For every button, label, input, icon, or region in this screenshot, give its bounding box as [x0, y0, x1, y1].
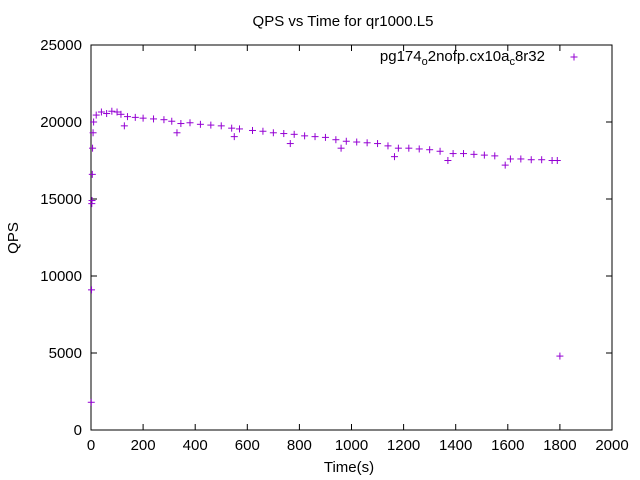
x-tick-label: 800 — [287, 437, 312, 454]
x-axis-ticks: 0 200 400 600 800 1000 1200 1400 1600 1800 2000 — [87, 45, 629, 454]
legend: pg174o2nofp.cx10ac8r32 — [380, 48, 578, 68]
x-axis-label: Time(s) — [324, 459, 374, 476]
data-point — [113, 108, 121, 116]
data-point — [460, 150, 468, 158]
y-axis-label: QPS — [5, 222, 22, 254]
data-point — [384, 142, 392, 150]
data-point — [88, 286, 96, 294]
data-point — [160, 116, 168, 124]
data-point — [89, 144, 97, 152]
data-point — [517, 155, 525, 163]
y-tick-label: 15000 — [40, 191, 82, 208]
data-point — [196, 120, 204, 128]
data-point — [470, 150, 478, 158]
data-point — [217, 122, 225, 130]
data-point — [449, 150, 457, 158]
data-point — [332, 136, 340, 144]
data-point — [235, 125, 243, 133]
y-tick-label: 10000 — [40, 268, 82, 285]
chart-title: QPS vs Time for qr1000.L5 — [253, 13, 434, 30]
data-point — [301, 132, 309, 140]
x-tick-label: 1000 — [335, 437, 368, 454]
data-point — [394, 144, 402, 152]
x-tick-label: 1600 — [491, 437, 524, 454]
plot-frame — [90, 44, 613, 431]
legend-label: pg174o2nofp.cx10ac8r32 — [380, 48, 545, 68]
data-point — [553, 157, 561, 164]
data-point — [103, 110, 111, 118]
data-point — [88, 170, 96, 178]
data-point — [311, 133, 319, 141]
data-point — [173, 129, 181, 137]
data-point — [168, 117, 176, 125]
data-point — [230, 133, 238, 141]
x-tick-label: 0 — [87, 437, 95, 454]
data-point — [363, 139, 371, 147]
x-tick-label: 1400 — [439, 437, 472, 454]
x-tick-label: 1200 — [387, 437, 420, 454]
data-point — [120, 122, 128, 130]
data-point — [415, 145, 423, 153]
data-point — [88, 197, 96, 205]
data-point — [390, 153, 398, 161]
data-point — [506, 155, 514, 163]
data-point — [290, 130, 298, 138]
data-point — [491, 152, 499, 160]
y-tick-label: 5000 — [49, 345, 82, 362]
legend-plus-marker — [570, 53, 578, 61]
data-point — [139, 114, 147, 122]
data-point — [405, 144, 413, 152]
x-tick-label: 200 — [131, 437, 156, 454]
data-point — [342, 137, 350, 145]
x-tick-label: 600 — [235, 437, 260, 454]
data-point — [186, 119, 194, 127]
data-point — [426, 146, 434, 154]
data-point — [92, 111, 100, 119]
y-tick-label: 0 — [74, 422, 82, 439]
data-point — [108, 107, 116, 115]
data-point — [177, 120, 185, 128]
x-tick-label: 2000 — [595, 437, 628, 454]
data-point — [480, 151, 488, 159]
data-point — [436, 147, 444, 155]
data-point — [87, 398, 95, 406]
y-axis-ticks: 0 5000 10000 15000 20000 25000 — [40, 37, 612, 439]
data-point — [527, 156, 535, 164]
data-point — [280, 130, 288, 138]
data-point — [89, 129, 97, 137]
data-point — [538, 156, 546, 164]
data-point — [353, 138, 361, 146]
data-point — [501, 161, 509, 169]
series-points — [87, 107, 564, 406]
data-point — [444, 157, 452, 164]
data-point — [374, 140, 382, 148]
x-tick-label: 400 — [183, 437, 208, 454]
data-point — [97, 108, 105, 116]
data-point — [123, 113, 131, 121]
x-tick-label: 1800 — [543, 437, 576, 454]
data-point — [286, 140, 294, 148]
y-tick-label: 25000 — [40, 37, 82, 54]
data-point — [228, 124, 236, 132]
data-point — [131, 113, 139, 121]
data-point — [259, 127, 267, 135]
legend-marker — [570, 53, 578, 61]
data-point — [269, 129, 277, 137]
y-tick-label: 20000 — [40, 114, 82, 131]
data-point — [337, 144, 345, 152]
data-point — [117, 110, 125, 118]
data-point — [556, 352, 564, 360]
data-point — [321, 133, 329, 141]
data-point — [249, 126, 257, 134]
data-point — [207, 121, 215, 129]
data-point — [150, 115, 158, 123]
data-point — [90, 118, 98, 126]
